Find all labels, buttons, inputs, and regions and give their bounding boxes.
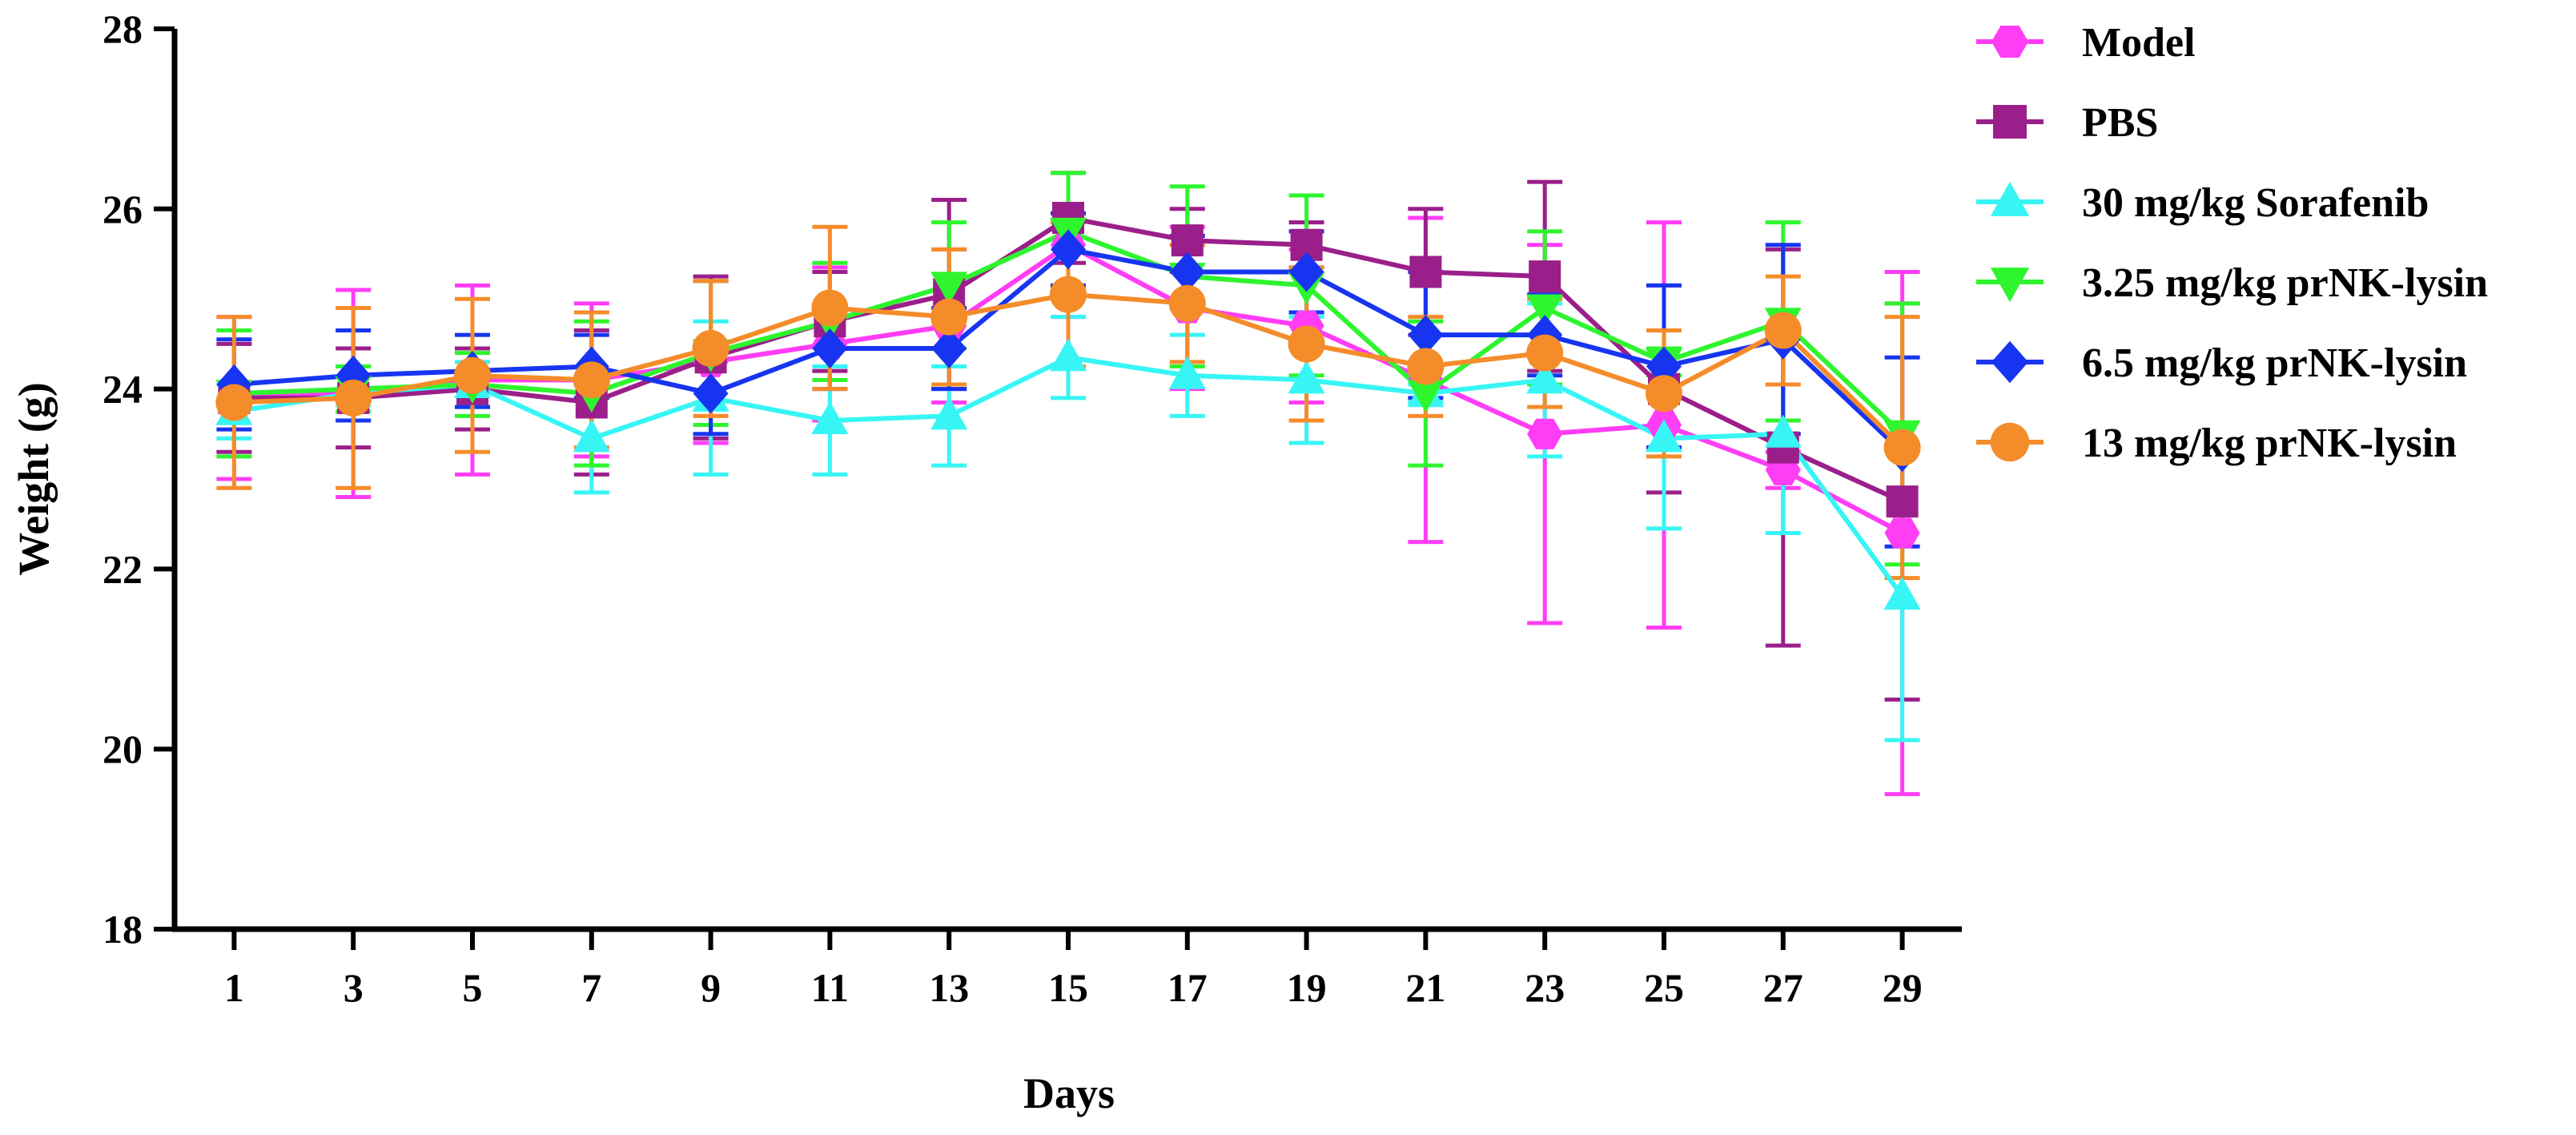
x-tick-label: 7 <box>581 965 601 1010</box>
y-tick-label: 26 <box>102 187 143 231</box>
x-axis-title: Days <box>1023 1069 1115 1117</box>
data-point-13-mg-kg-prnk-lysin <box>1050 276 1087 313</box>
legend-label-13-mg-kg-prnk-lysin: 13 mg/kg prNK-lysin <box>2082 421 2457 466</box>
x-tick-label: 5 <box>463 965 483 1010</box>
data-point-6-5-mg-kg-prnk-lysin <box>931 328 967 369</box>
data-point-pbs <box>1290 228 1323 261</box>
data-point-6-5-mg-kg-prnk-lysin <box>693 373 729 414</box>
x-tick-label: 15 <box>1048 965 1088 1010</box>
data-point-30-mg-kg-sorafenib <box>1526 360 1564 394</box>
data-point-6-5-mg-kg-prnk-lysin <box>812 328 848 369</box>
data-point-30-mg-kg-sorafenib <box>1168 356 1206 389</box>
legend-label-model: Model <box>2082 20 2196 66</box>
x-tick-label: 27 <box>1763 965 1803 1010</box>
y-tick-label: 18 <box>102 907 143 952</box>
legend-label-pbs: PBS <box>2082 100 2158 146</box>
data-point-6-5-mg-kg-prnk-lysin <box>1169 252 1205 292</box>
data-point-13-mg-kg-prnk-lysin <box>1764 312 1802 349</box>
legend-label-30-mg-kg-sorafenib: 30 mg/kg Sorafenib <box>2082 180 2429 226</box>
data-point-6-5-mg-kg-prnk-lysin <box>1646 346 1682 387</box>
legend-marker-6-5-mg-kg-prnk-lysin <box>1991 340 2029 384</box>
y-tick-label: 28 <box>102 6 143 51</box>
x-tick-label: 23 <box>1525 965 1565 1010</box>
legend-marker-13-mg-kg-prnk-lysin <box>1990 422 2030 462</box>
data-point-pbs <box>1171 224 1204 257</box>
data-point-3-25-mg-kg-prnk-lysin <box>930 272 968 305</box>
data-point-pbs <box>1886 485 1919 518</box>
legend-marker-model <box>1991 25 2029 58</box>
x-tick-label: 29 <box>1883 965 1923 1010</box>
y-tick-label: 24 <box>102 367 143 412</box>
data-point-30-mg-kg-sorafenib <box>1288 360 1325 394</box>
data-point-13-mg-kg-prnk-lysin <box>1883 429 1921 466</box>
legend-marker-3-25-mg-kg-prnk-lysin <box>1990 268 2030 303</box>
y-axis-title: Weight (g) <box>10 382 58 575</box>
data-point-30-mg-kg-sorafenib <box>573 419 610 453</box>
x-tick-label: 1 <box>224 965 244 1010</box>
data-point-model <box>1527 418 1563 449</box>
data-point-30-mg-kg-sorafenib <box>1883 577 1921 610</box>
data-point-3-25-mg-kg-prnk-lysin <box>1407 380 1445 413</box>
x-tick-label: 17 <box>1167 965 1208 1010</box>
data-point-30-mg-kg-sorafenib <box>811 400 849 434</box>
x-tick-label: 11 <box>811 965 849 1010</box>
legend-label-6-5-mg-kg-prnk-lysin: 6.5 mg/kg prNK-lysin <box>2082 340 2467 386</box>
data-point-6-5-mg-kg-prnk-lysin <box>1051 229 1086 270</box>
data-point-pbs <box>1409 256 1442 288</box>
legend-marker-30-mg-kg-sorafenib <box>1990 181 2030 216</box>
data-point-30-mg-kg-sorafenib <box>1764 414 1802 448</box>
x-tick-label: 19 <box>1287 965 1327 1010</box>
x-tick-label: 3 <box>344 965 364 1010</box>
legend-label-3-25-mg-kg-prnk-lysin: 3.25 mg/kg prNK-lysin <box>2082 260 2488 306</box>
data-point-13-mg-kg-prnk-lysin <box>1168 284 1206 322</box>
data-point-13-mg-kg-prnk-lysin <box>573 361 610 399</box>
data-point-pbs <box>1529 260 1561 293</box>
x-tick-label: 13 <box>929 965 969 1010</box>
data-point-6-5-mg-kg-prnk-lysin <box>1288 252 1324 292</box>
data-point-30-mg-kg-sorafenib <box>1050 338 1087 372</box>
data-point-13-mg-kg-prnk-lysin <box>1646 375 1682 413</box>
data-point-13-mg-kg-prnk-lysin <box>1288 325 1325 363</box>
data-point-13-mg-kg-prnk-lysin <box>811 289 849 327</box>
data-point-13-mg-kg-prnk-lysin <box>215 384 253 421</box>
data-point-13-mg-kg-prnk-lysin <box>1526 334 1564 372</box>
data-point-13-mg-kg-prnk-lysin <box>1407 348 1445 385</box>
y-tick-label: 22 <box>102 546 143 591</box>
legend: Model PBS 30 mg/kg Sorafenib 3.25 mg/kg prN… <box>1976 20 2488 466</box>
x-tick-label: 21 <box>1405 965 1445 1010</box>
x-tick-label: 9 <box>701 965 721 1010</box>
data-point-13-mg-kg-prnk-lysin <box>692 330 729 368</box>
data-point-13-mg-kg-prnk-lysin <box>930 298 968 336</box>
series-markers <box>215 202 1921 610</box>
x-tick-label: 25 <box>1644 965 1684 1010</box>
data-point-30-mg-kg-sorafenib <box>930 396 968 430</box>
legend-marker-pbs <box>1993 105 2027 139</box>
data-point-model <box>1884 517 1920 549</box>
data-point-13-mg-kg-prnk-lysin <box>454 356 491 394</box>
y-tick-label: 20 <box>102 726 143 771</box>
data-point-30-mg-kg-sorafenib <box>1646 419 1682 453</box>
data-point-6-5-mg-kg-prnk-lysin <box>1408 315 1444 356</box>
data-point-13-mg-kg-prnk-lysin <box>335 379 372 417</box>
data-point-3-25-mg-kg-prnk-lysin <box>1526 294 1564 328</box>
